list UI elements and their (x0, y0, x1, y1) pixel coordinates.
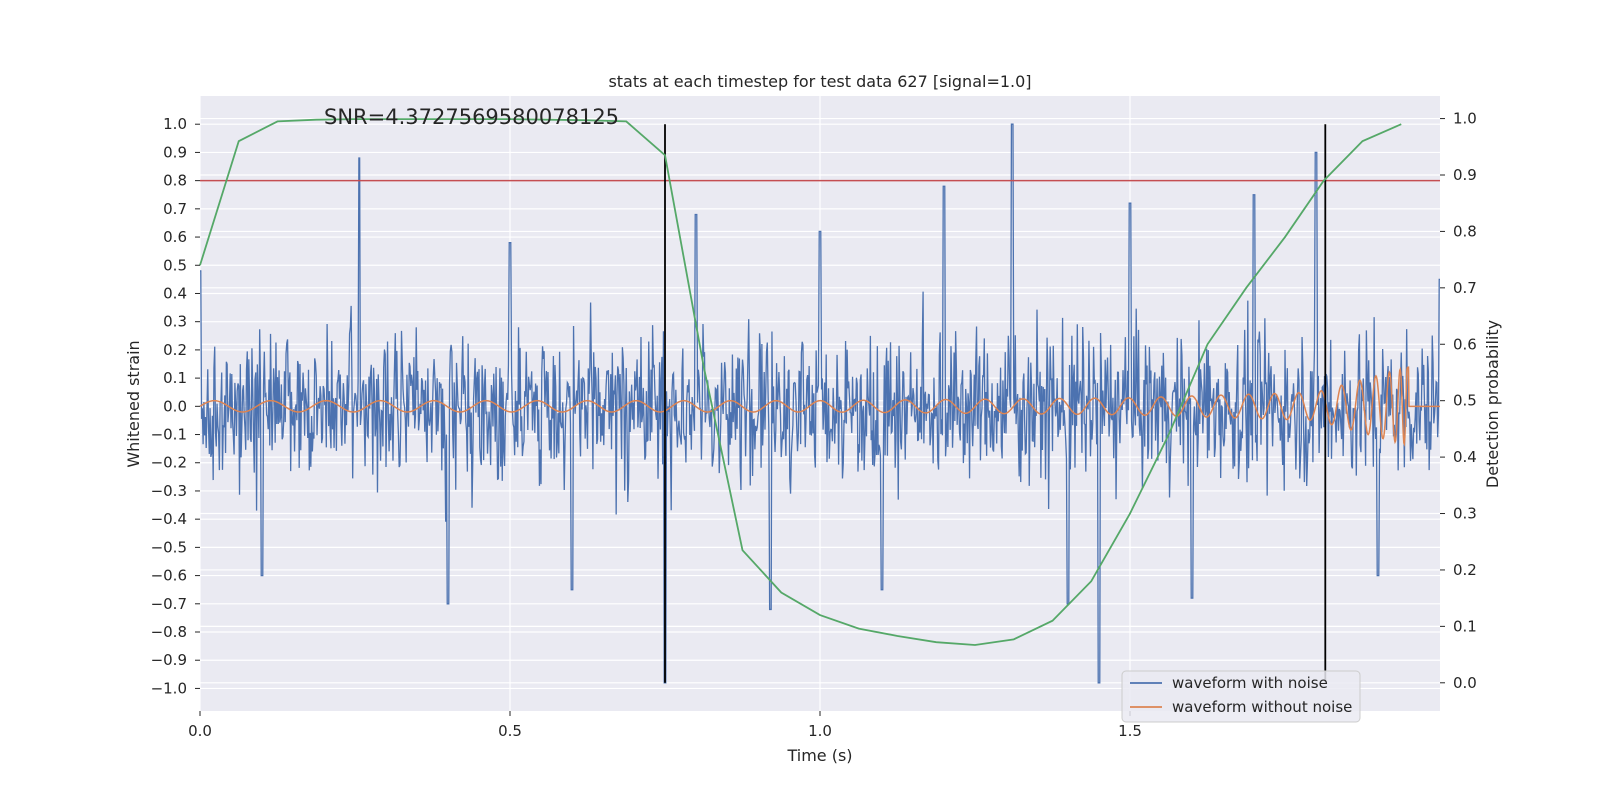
legend-label-noise: waveform with noise (1172, 674, 1328, 692)
y-axis-label-right: Detection probability (1483, 320, 1502, 488)
legend-label-clean: waveform without noise (1172, 698, 1352, 716)
legend-box (1121, 670, 1361, 723)
y-right-tick-label: 0.0 (1453, 674, 1477, 692)
y-left-tick-label: −0.4 (151, 510, 187, 528)
y-axis-label-left: Whitened strain (124, 340, 143, 467)
series-detection-probability (199, 118, 1402, 646)
series-waveform-with-noise (200, 123, 1440, 684)
y-left-tick-label: −0.9 (151, 651, 187, 669)
y-right-tick-label: 0.5 (1453, 392, 1477, 410)
y-left-tick-label: 0.5 (163, 256, 187, 274)
chart-title: stats at each timestep for test data 627… (608, 72, 1031, 91)
y-left-tick-label: −0.8 (151, 623, 187, 641)
right-axis: 1.0 0.9 0.8 0.7 0.6 0.5 0.4 0.3 0.2 0.1 0.0 (1440, 110, 1477, 692)
y-right-tick-label: 0.6 (1453, 335, 1477, 353)
y-right-tick-label: 0.9 (1453, 166, 1477, 184)
snr-annotation: SNR=4.3727569580078125 (324, 105, 619, 129)
x-axis: 0.0 0.5 1.0 1.5 (188, 711, 1142, 740)
series-waveform-without-noise (199, 366, 1440, 447)
y-right-tick-label: 1.0 (1453, 110, 1477, 128)
y-left-tick-label: 0.6 (163, 228, 187, 246)
legend: waveform with noise waveform without noi… (1121, 670, 1361, 723)
x-tick-label: 0.0 (188, 722, 212, 740)
left-axis: 1.0 0.9 0.8 0.7 0.6 0.5 0.4 0.3 0.2 0.1 0.0 −0.1 −0.… (151, 115, 200, 697)
y-left-tick-label: 0.1 (163, 369, 187, 387)
y-left-tick-label: 0.8 (163, 172, 187, 190)
y-left-tick-label: −0.3 (151, 482, 187, 500)
y-left-tick-label: 0.0 (163, 397, 187, 415)
y-left-tick-label: 0.4 (163, 284, 187, 302)
x-tick-label: 1.0 (808, 722, 832, 740)
y-left-tick-label: 0.9 (163, 143, 187, 161)
y-right-tick-label: 0.2 (1453, 561, 1477, 579)
y-left-tick-label: 0.3 (163, 313, 187, 331)
x-axis-label: Time (s) (786, 746, 852, 765)
y-left-tick-label: −0.5 (151, 538, 187, 556)
y-left-tick-label: −1.0 (151, 679, 187, 697)
y-left-tick-label: 0.7 (163, 200, 187, 218)
y-right-tick-label: 0.3 (1453, 505, 1477, 523)
y-right-tick-label: 0.8 (1453, 222, 1477, 240)
x-tick-label: 0.5 (498, 722, 522, 740)
y-left-tick-label: −0.1 (151, 426, 187, 444)
y-left-tick-label: 0.2 (163, 341, 187, 359)
y-right-tick-label: 0.7 (1453, 279, 1477, 297)
series-layer (199, 118, 1440, 684)
y-right-tick-label: 0.1 (1453, 617, 1477, 635)
y-left-tick-label: 1.0 (163, 115, 187, 133)
y-left-tick-label: −0.2 (151, 454, 187, 472)
y-left-tick-label: −0.6 (151, 567, 187, 585)
y-right-tick-label: 0.4 (1453, 448, 1477, 466)
y-left-tick-label: −0.7 (151, 595, 187, 613)
x-tick-label: 1.5 (1118, 722, 1142, 740)
